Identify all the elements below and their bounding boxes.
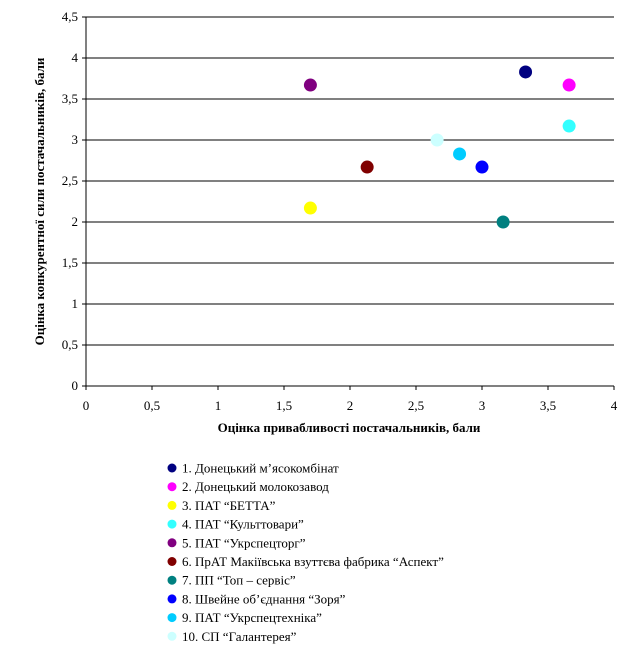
axes [82,16,615,390]
y-tick-label-6: 3 [72,132,79,147]
x-tick-label-3: 1,5 [276,398,292,413]
point-4 [562,119,576,133]
y-tick-label-5: 2,5 [62,173,78,188]
x-tick-labels: 0 0,5 1 1,5 2 2,5 3 3,5 4 [83,398,618,413]
point-10 [430,133,444,147]
legend-entry-6: 6. ПрАТ Макіївська взуттєва фабрика “Асп… [182,554,444,569]
y-tick-labels: 0 0,5 1 1,5 2 2,5 3 3,5 4 4,5 [62,9,79,393]
legend-entry-9: 9. ПАТ “Укрспецтехніка” [182,610,322,625]
x-tick-label-4: 2 [347,398,354,413]
legend: 1. Донецький м’ясокомбінат 2. Донецький м… [167,461,444,644]
point-6 [360,160,374,174]
point-7 [496,215,510,229]
point-9 [453,147,467,161]
legend-marker-10 [167,631,177,641]
legend-entry-7: 7. ПП “Топ – сервіс” [182,573,296,588]
y-tick-label-1: 0,5 [62,337,78,352]
legend-entry-1: 1. Донецький м’ясокомбінат [182,461,339,476]
legend-entry-3: 3. ПАТ “БЕТТА” [182,498,276,513]
legend-entry-10: 10. СП “Галантерея” [182,629,297,644]
y-tick-label-3: 1,5 [62,255,78,270]
y-tick-label-0: 0 [72,378,79,393]
legend-marker-2 [167,482,177,492]
x-axis-title: Оцінка привабливості постачальників, бал… [218,420,481,435]
point-8 [475,160,489,174]
x-tick-label-8: 4 [611,398,618,413]
legend-entry-4: 4. ПАТ “Культтовари” [182,517,304,532]
gridlines [86,16,614,346]
legend-marker-1 [167,463,177,473]
y-axis-title: Оцінка конкурентної сили постачальників,… [32,57,47,345]
legend-marker-7 [167,575,177,585]
y-tick-label-2: 1 [72,296,79,311]
x-tick-label-1: 0,5 [144,398,160,413]
point-1 [519,65,533,79]
y-tick-label-7: 3,5 [62,91,78,106]
x-tick-label-2: 1 [215,398,222,413]
legend-marker-3 [167,500,177,510]
point-3 [303,201,317,215]
legend-entry-5: 5. ПАТ “Укрспецторг” [182,535,306,550]
legend-entry-8: 8. Швейне об’єднання “Зоря” [182,591,346,606]
legend-marker-5 [167,538,177,548]
legend-marker-6 [167,557,177,566]
legend-marker-8 [167,594,177,604]
x-tick-label-5: 2,5 [408,398,424,413]
x-tick-label-7: 3,5 [540,398,556,413]
y-tick-label-8: 4 [72,50,79,65]
y-tick-label-4: 2 [72,214,79,229]
x-tick-label-6: 3 [479,398,486,413]
legend-marker-4 [167,519,177,529]
legend-entry-2: 2. Донецький молокозавод [182,479,329,494]
data-points [303,65,576,229]
point-2 [562,78,576,92]
legend-marker-9 [167,613,177,623]
y-tick-label-9: 4,5 [62,9,78,24]
point-5 [303,78,317,92]
x-tick-label-0: 0 [83,398,90,413]
